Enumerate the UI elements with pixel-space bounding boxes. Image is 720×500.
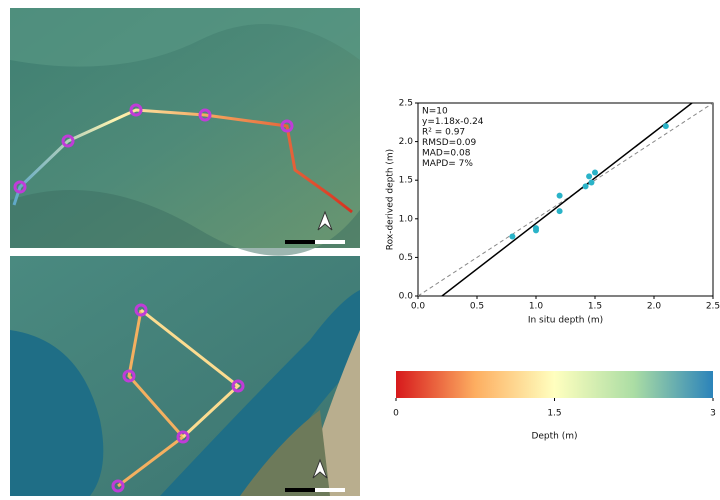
data-point	[592, 169, 598, 175]
x-tick-label: 2.0	[647, 302, 662, 312]
colorbar-tick-label: 1.5	[547, 409, 561, 419]
x-tick-label: 1.0	[529, 302, 544, 312]
colorbar-label: Depth (m)	[531, 432, 577, 442]
data-point	[663, 123, 669, 129]
data-point	[586, 173, 592, 179]
x-axis-label: In situ depth (m)	[528, 316, 603, 326]
map-bottom	[10, 256, 360, 496]
x-tick-label: 0.0	[411, 302, 426, 312]
colorbar-tick-label: 3	[710, 409, 716, 419]
annotation: MAD=0.08	[422, 149, 471, 159]
y-tick-label: 0.5	[399, 253, 413, 263]
y-tick-label: 2.0	[399, 137, 414, 147]
y-tick-label: 1.0	[399, 214, 414, 224]
x-tick-label: 0.5	[470, 302, 484, 312]
data-point	[509, 234, 515, 240]
data-point	[533, 225, 539, 231]
data-point	[588, 180, 594, 186]
y-axis-label: Rox-derived depth (m)	[386, 149, 396, 250]
data-point	[557, 208, 563, 214]
y-tick-label: 2.5	[399, 99, 413, 109]
y-tick-label: 1.5	[399, 176, 413, 186]
x-tick-label: 1.5	[588, 302, 602, 312]
annotation: R² = 0.97	[422, 128, 465, 138]
scale-bar	[315, 488, 345, 492]
scale-bar	[315, 240, 345, 244]
y-tick-label: 0.0	[399, 292, 414, 302]
figure: 0.0 0.5 1.0 1.5 2.0 2.5 0.0 0.5 1.0 1.5 2.0 2.5 In s…	[0, 0, 720, 500]
annotation: N=10	[422, 107, 448, 117]
annotation: MAPD= 7%	[422, 159, 473, 169]
colorbar	[396, 371, 713, 398]
annotation: y=1.18x-0.24	[422, 117, 484, 127]
data-point	[583, 183, 589, 189]
x-tick-label: 2.5	[706, 302, 720, 312]
annotation: RMSD=0.09	[422, 138, 477, 148]
colorbar-tick-label: 0	[393, 409, 399, 419]
data-point	[557, 193, 563, 199]
map-top	[10, 8, 360, 256]
